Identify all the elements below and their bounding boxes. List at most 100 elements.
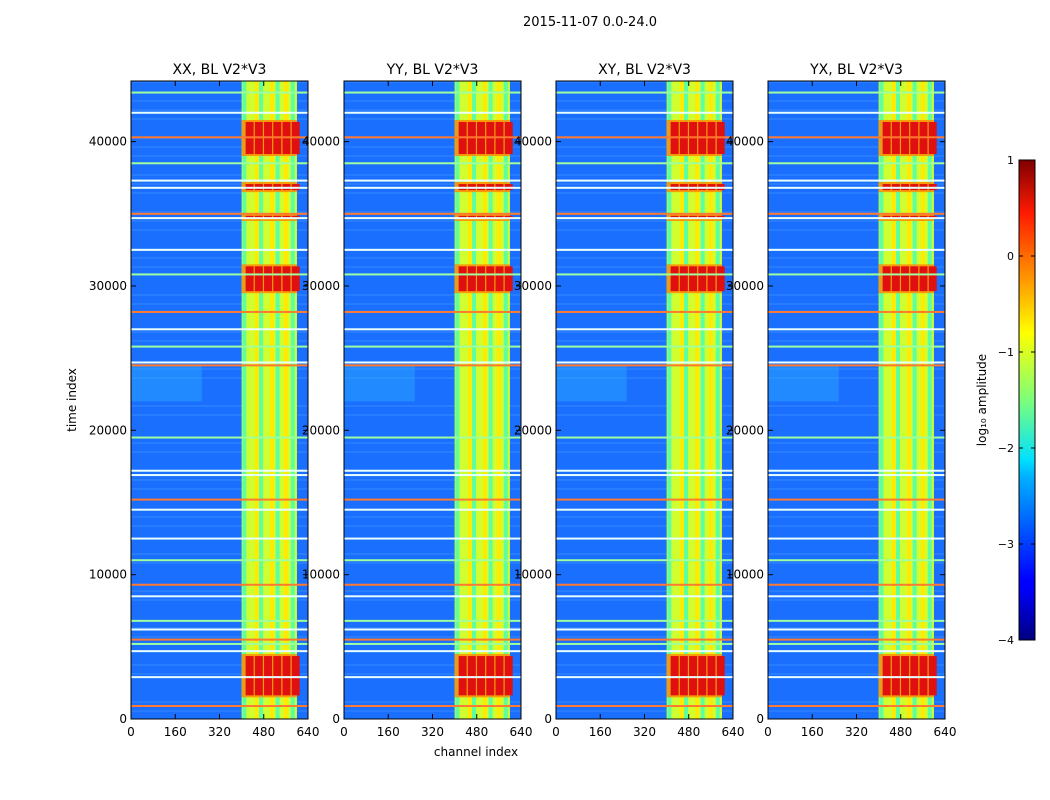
noise-band — [344, 710, 521, 712]
rfi-column — [455, 81, 460, 719]
noise-band — [344, 636, 521, 638]
rfi-burst-cell — [291, 266, 300, 292]
noise-band — [131, 183, 308, 185]
flagged-row — [768, 650, 945, 653]
flagged-row — [768, 364, 945, 367]
rfi-burst-cell — [245, 266, 254, 292]
noise-blob — [556, 365, 627, 402]
rfi-burst-cell — [282, 266, 291, 292]
flagged-row — [556, 705, 733, 708]
noise-band — [768, 636, 945, 638]
rfi-burst-cell — [477, 656, 486, 696]
rfi-burst-cell — [698, 656, 707, 696]
flagged-row — [131, 638, 308, 641]
rfi-column — [907, 81, 912, 719]
flagged-row — [768, 559, 945, 562]
flagged-row — [344, 186, 521, 189]
y-tick-label: 30000 — [726, 279, 764, 293]
noise-band — [344, 627, 521, 629]
x-tick-label: 320 — [845, 725, 868, 739]
flagged-row — [556, 508, 733, 511]
y-tick-label: 10000 — [726, 568, 764, 582]
noise-band — [768, 701, 945, 703]
rfi-burst-cell — [919, 656, 928, 696]
rfi-burst-cell — [254, 266, 263, 292]
noise-band — [344, 562, 521, 564]
rfi-burst-cell — [291, 656, 300, 696]
noise-band — [768, 377, 945, 379]
rfi-burst-cell — [689, 656, 698, 696]
rfi-burst-cell — [264, 266, 273, 292]
noise-band — [556, 257, 733, 259]
flagged-row — [556, 469, 733, 472]
flagged-row — [768, 361, 945, 364]
flagged-row — [556, 328, 733, 331]
flagged-row — [344, 619, 521, 622]
flagged-row — [131, 705, 308, 708]
y-tick-label: 30000 — [89, 279, 127, 293]
flagged-row — [768, 162, 945, 165]
noise-band — [344, 266, 521, 268]
noise-band — [344, 229, 521, 231]
flagged-row — [131, 537, 308, 540]
noise-band — [768, 599, 945, 601]
colorbar-tick-label: −1 — [998, 346, 1014, 359]
flagged-row — [556, 676, 733, 679]
noise-band — [344, 414, 521, 416]
rfi-column — [891, 81, 896, 719]
flagged-row — [344, 537, 521, 540]
noise-band — [131, 414, 308, 416]
noise-band — [556, 229, 733, 231]
noise-band — [344, 525, 521, 527]
noise-band — [556, 174, 733, 176]
noise-band — [344, 303, 521, 305]
noise-band — [556, 516, 733, 518]
noise-band — [768, 183, 945, 185]
noise-band — [131, 109, 308, 111]
flagged-row — [131, 212, 308, 215]
noise-blob — [344, 365, 415, 402]
noise-band — [131, 331, 308, 333]
flagged-row — [344, 436, 521, 439]
flagged-row — [131, 91, 308, 94]
flagged-row — [131, 559, 308, 562]
flagged-row — [768, 136, 945, 139]
x-tick-label: 0 — [340, 725, 348, 739]
noise-band — [556, 303, 733, 305]
flagged-row — [768, 217, 945, 220]
noise-band — [556, 664, 733, 666]
flagged-row — [768, 676, 945, 679]
flagged-row — [556, 364, 733, 367]
flagged-row — [556, 436, 733, 439]
rfi-column — [683, 81, 688, 719]
flagged-row — [344, 583, 521, 586]
noise-band — [131, 368, 308, 370]
noise-band — [556, 405, 733, 407]
flagged-row — [768, 179, 945, 182]
flagged-row — [556, 638, 733, 641]
colorbar-tick-label: 1 — [1007, 154, 1014, 167]
x-tick-label: 480 — [465, 725, 488, 739]
panel-yx: YX, BL V2*V3 0 160 320 480 640 0 10000 20000 3000… — [726, 62, 957, 739]
x-tick-label: 0 — [764, 725, 772, 739]
flagged-row — [556, 310, 733, 313]
flagged-row — [768, 328, 945, 331]
rfi-band — [241, 81, 297, 719]
flagged-row — [768, 705, 945, 708]
noise-band — [768, 442, 945, 444]
flagged-row — [344, 345, 521, 348]
x-tick-label: 160 — [589, 725, 612, 739]
rfi-burst-cell — [477, 266, 486, 292]
x-tick-label: 160 — [801, 725, 824, 739]
flagged-row — [344, 364, 521, 367]
rfi-column — [879, 81, 884, 719]
noise-band — [556, 451, 733, 453]
rfi-burst-cell — [679, 656, 688, 696]
noise-band — [131, 664, 308, 666]
noise-band — [344, 599, 521, 601]
y-tick-label: 0 — [332, 712, 340, 726]
flagged-row — [556, 217, 733, 220]
rfi-column — [695, 81, 700, 719]
y-tick-label: 40000 — [302, 135, 340, 149]
noise-band — [556, 599, 733, 601]
